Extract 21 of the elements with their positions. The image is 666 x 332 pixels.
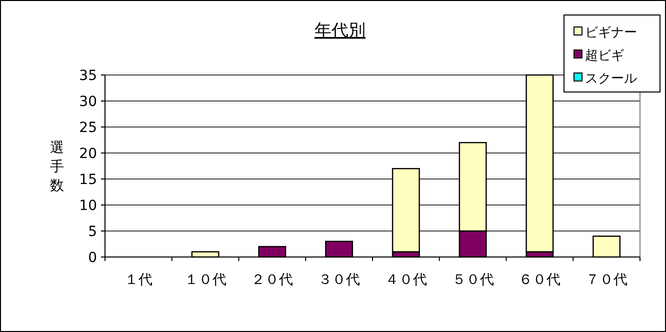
x-tick-label: ４０代 <box>384 272 427 288</box>
y-tick-label: 20 <box>79 146 97 162</box>
chart-title: 年代別 <box>314 21 366 41</box>
y-tick-label: 5 <box>88 224 97 240</box>
y-axis-title: 選手数 <box>50 140 64 194</box>
y-tick-label: 35 <box>79 68 97 84</box>
x-tick-label: １０代 <box>184 272 226 288</box>
y-tick-label: 15 <box>79 172 97 188</box>
y-tick-label: 25 <box>79 120 97 136</box>
y-tick-label: 10 <box>79 198 97 214</box>
x-tick-label: ２０代 <box>251 272 294 288</box>
x-tick-label: ７０代 <box>586 272 628 288</box>
x-tick-label: ６０代 <box>518 272 561 288</box>
x-tick-label: ３０代 <box>318 272 360 288</box>
x-tick-label: １代 <box>124 272 152 288</box>
x-tick-label: ５０代 <box>452 272 494 288</box>
legend-label: ビギナー <box>585 26 637 41</box>
y-tick-label: 0 <box>88 250 97 266</box>
legend-label: スクール <box>585 72 637 87</box>
legend-label: 超ビギ <box>585 48 624 64</box>
y-tick-label: 30 <box>79 94 97 110</box>
